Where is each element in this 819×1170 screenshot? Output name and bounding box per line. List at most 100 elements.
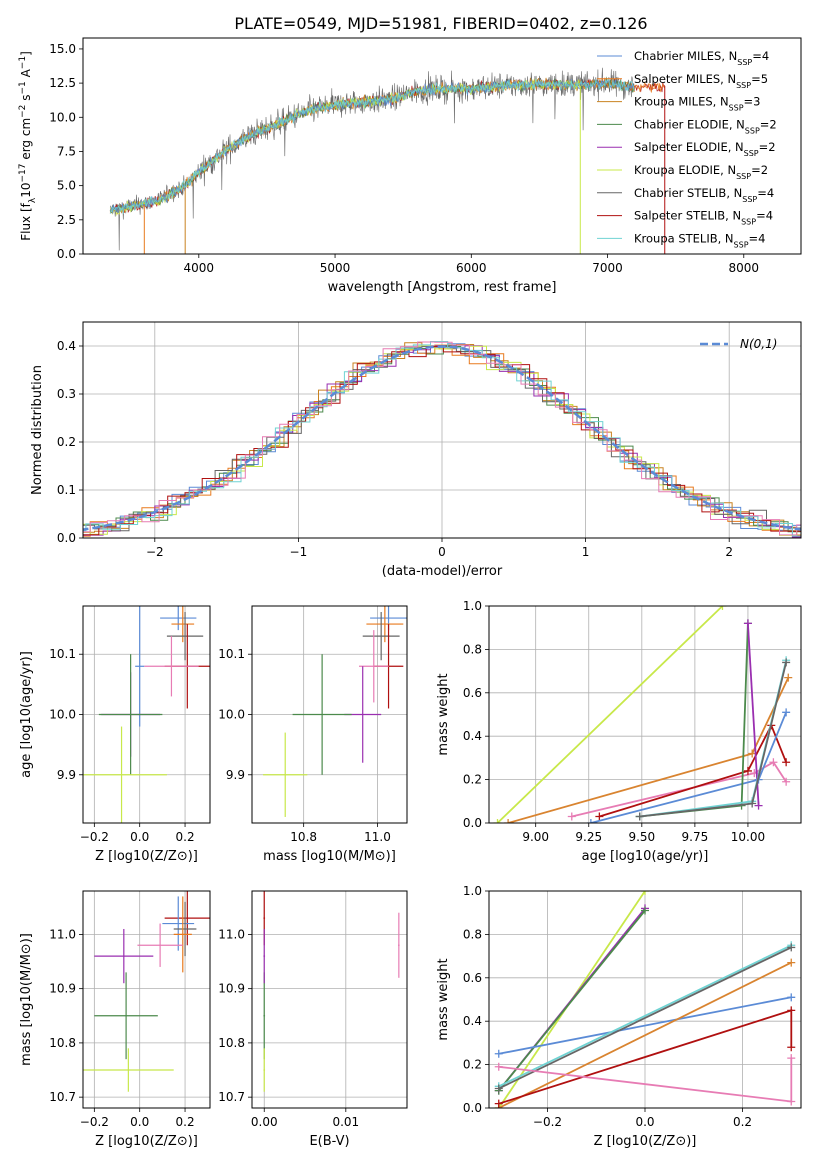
errorbar-point [171, 606, 195, 643]
y-tick-label: 10.0 [49, 708, 76, 722]
massweight_vs_Z-ylabel: mass weight [436, 958, 451, 1040]
data-point-marker [504, 819, 513, 823]
y-tick-label: 0.1 [57, 483, 76, 497]
y-tick-label: 5.0 [57, 179, 76, 193]
x-tick-label: 0.2 [733, 1115, 752, 1129]
age_vs_Z-frame [82, 605, 211, 824]
x-tick-label: 9.50 [628, 830, 655, 844]
errorbar-point [366, 606, 404, 643]
mass_vs_Z-ylabel: mass [log10(M/M⊙)] [19, 933, 34, 1066]
y-tick-label: 0.2 [463, 773, 482, 787]
data-point-marker [782, 658, 791, 667]
massweight_vs_age-plot-area [489, 606, 801, 823]
mass_vs_ebv-xlabel: E(B-V) [309, 1134, 349, 1149]
y-tick-label: 0.0 [57, 531, 76, 545]
x-tick-label: −0.2 [80, 1115, 109, 1129]
x-tick-label: −0.2 [80, 830, 109, 844]
kroupa_stelib-series-line [498, 944, 792, 1088]
massweight_vs_age-frame [488, 605, 802, 824]
x-tick-label: 9.00 [522, 830, 549, 844]
y-tick-label: 0.4 [463, 729, 482, 743]
spectrum-plot-area [109, 67, 666, 254]
legend-entry: Salpeter ELODIE, NSSP=2 [634, 140, 776, 158]
chabrier_miles-series-line [498, 996, 792, 1055]
x-tick-label: −2 [146, 545, 164, 559]
x-tick-label: 10.8 [290, 830, 317, 844]
y-tick-label: 10.9 [218, 982, 245, 996]
data-point-marker [567, 812, 576, 821]
x-tick-label: 2 [725, 545, 733, 559]
data-point-marker [743, 766, 752, 775]
gaussian-curve [83, 345, 801, 531]
spectrum-frame [82, 37, 802, 255]
salpeter_stelib-histogram [83, 346, 801, 536]
x-tick-label: 0.0 [130, 1115, 149, 1129]
errorbar-point [362, 612, 400, 661]
data-point-marker [784, 673, 793, 682]
y-tick-label: 15.0 [49, 42, 76, 56]
y-tick-label: 12.5 [49, 76, 76, 90]
errorbar-point [94, 928, 154, 984]
data-point-marker [787, 1097, 796, 1106]
age_vs_Z-ylabel: age [log10(age/yr)] [19, 651, 34, 778]
x-tick-label: 6000 [456, 261, 487, 275]
x-tick-label: 0 [438, 545, 446, 559]
legend-entry: Kroupa STELIB, NSSP=4 [634, 231, 765, 249]
y-tick-label: 0.0 [57, 247, 76, 261]
data-point-marker [787, 943, 796, 952]
y-tick-label: 0.6 [463, 686, 482, 700]
x-tick-label: 10.00 [731, 830, 765, 844]
y-tick-label: 7.5 [57, 144, 76, 158]
kroupa_stelib-model-line [109, 77, 635, 214]
errorbar-point [263, 972, 266, 1060]
residuals-ylabel: Normed distribution [30, 365, 45, 495]
errorbar-point [292, 654, 352, 775]
figure-title: PLATE=0549, MJD=51981, FIBERID=0402, z=0… [234, 14, 647, 33]
age_vs_mass-xlabel: mass [log10(M/M⊙)] [263, 849, 396, 864]
errorbar-point [173, 896, 192, 973]
spectrum-legend: Chabrier MILES, NSSP=4 Salpeter MILES, NS… [597, 49, 777, 249]
age_vs_Z-panel: −0.2 0.0 0.2 9.9 10.0 10.1 Z [log10(Z/Z⊙)] age … [19, 605, 211, 864]
kroupa_stelib-histogram [83, 341, 801, 537]
y-tick-label: 10.1 [49, 647, 76, 661]
data-point-marker [787, 1054, 796, 1063]
y-tick-label: 0.8 [463, 642, 482, 656]
age_vs_mass-frame [251, 605, 408, 824]
spectrum-ylabel: Flux [fλ10−17 erg cm−2 s−1 A−1] [18, 51, 38, 241]
mass_vs_ebv-plot-area [252, 891, 407, 1108]
y-tick-label: 11.0 [49, 927, 76, 941]
y-tick-label: 0.8 [463, 927, 482, 941]
y-tick-label: 0.4 [57, 339, 76, 353]
data-point-marker [494, 1099, 503, 1108]
data-point-marker [782, 777, 791, 786]
legend-entry: Kroupa ELODIE, NSSP=2 [634, 163, 768, 181]
errorbar-point [263, 732, 308, 817]
data-point-marker [494, 1084, 503, 1093]
y-tick-label: 9.9 [57, 768, 76, 782]
y-tick-label: 0.0 [463, 1101, 482, 1115]
x-tick-label: 0.0 [130, 830, 149, 844]
y-tick-label: 10.0 [218, 708, 245, 722]
massweight_vs_age-ylabel: mass weight [436, 673, 451, 755]
x-tick-label: 0.2 [176, 830, 195, 844]
errorbar-point [83, 726, 167, 823]
legend-entry: Kroupa MILES, NSSP=3 [634, 95, 760, 113]
x-tick-label: 8000 [729, 261, 760, 275]
data-point-marker [641, 906, 649, 915]
data-point-marker [494, 1049, 503, 1058]
data-point-marker [787, 958, 796, 967]
data-point-marker [782, 758, 791, 767]
mass_vs_ebv-panel: 0.00 0.01 10.7 10.8 10.9 11.0 E(B-V) [218, 890, 408, 1149]
x-tick-label: 9.75 [682, 830, 709, 844]
mass_vs_Z-plot-area [83, 891, 210, 1108]
errorbar-point [173, 901, 197, 957]
errorbar-point [166, 612, 204, 661]
spectrum-panel: 4000 5000 6000 7000 8000 0.0 2.5 5.0 7.5 10.0 12.5… [18, 37, 802, 295]
y-tick-label: 0.4 [463, 1014, 482, 1028]
errorbar-point [162, 896, 195, 951]
data-point-marker [493, 819, 502, 823]
data-point-marker [769, 758, 778, 767]
massweight_vs_Z-plot-area [489, 891, 801, 1108]
massweight_vs_Z-panel: −0.2 0.0 0.2 0.0 0.2 0.4 0.6 0.8 1.0 Z [log10(Z/Z… [436, 884, 802, 1149]
